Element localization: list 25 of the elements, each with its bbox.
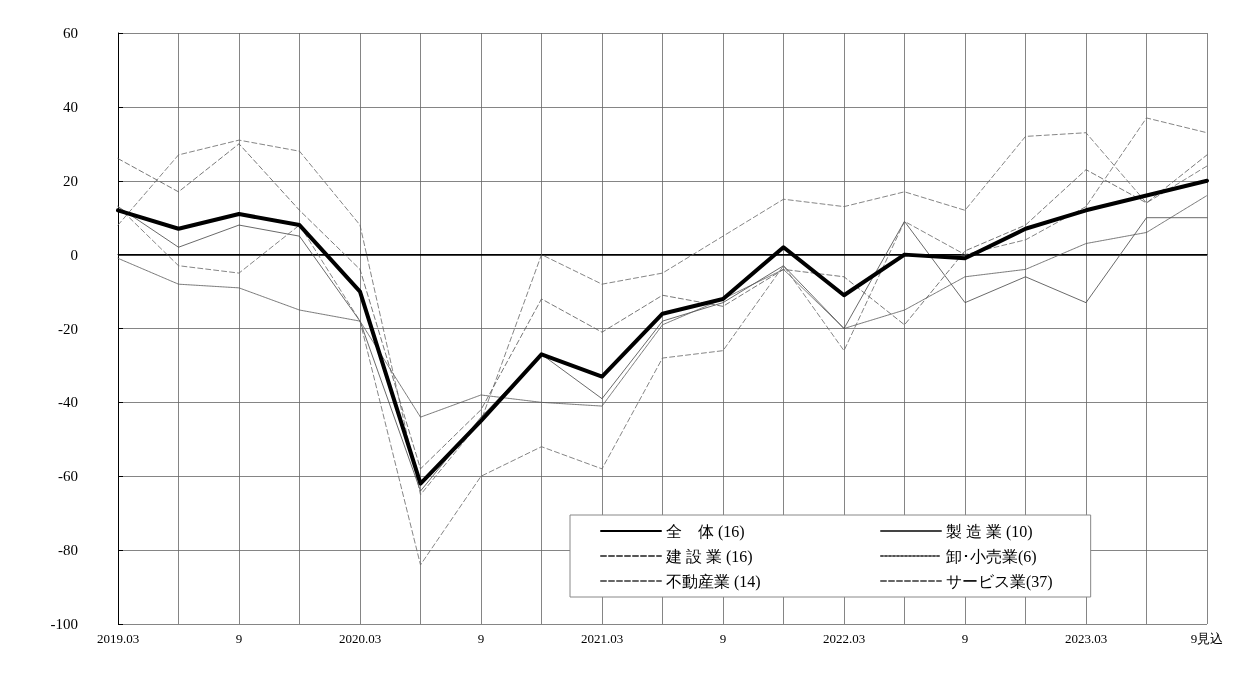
y-tick-label: -80 <box>58 542 78 559</box>
x-tick-label: 9見込 <box>1190 631 1224 646</box>
x-tick-label: 2019.03 <box>96 631 140 646</box>
legend-label: 建 設 業 (16) <box>665 547 753 566</box>
x-tick-label: 2020.03 <box>338 631 382 646</box>
legend-label: 製 造 業 (10) <box>946 522 1033 541</box>
x-tick-label: 9 <box>235 631 243 646</box>
x-tick-label: 2021.03 <box>580 631 624 646</box>
x-tick-label: 9 <box>961 631 969 646</box>
x-tick-label: 9 <box>477 631 485 646</box>
x-tick-label: 2022.03 <box>822 631 866 646</box>
y-tick-label: 0 <box>70 246 78 263</box>
y-tick-label: 40 <box>63 98 78 115</box>
y-tick-label: -60 <box>58 468 78 485</box>
legend-label: 全 体 (16) <box>666 522 745 541</box>
y-tick-label: -100 <box>50 616 78 632</box>
y-tick-label: 20 <box>63 172 78 189</box>
x-tick-label: 2023.03 <box>1064 631 1108 646</box>
y-tick-label: -40 <box>58 394 78 411</box>
legend-label: 卸･小売業(6) <box>946 547 1037 566</box>
legend-label: サービス業(37) <box>946 572 1053 591</box>
y-tick-label: 60 <box>63 25 78 41</box>
y-tick-label: -20 <box>58 320 78 337</box>
x-tick-label: 9 <box>719 631 727 646</box>
legend-label: 不動産業 (14) <box>666 572 761 591</box>
